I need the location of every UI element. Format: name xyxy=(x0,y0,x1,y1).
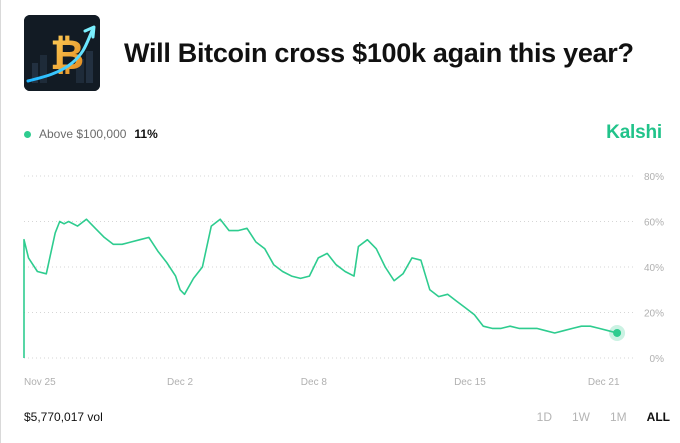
x-tick-label: Nov 25 xyxy=(24,377,56,388)
current-value-point[interactable] xyxy=(613,328,622,337)
x-tick-label: Dec 8 xyxy=(301,377,328,388)
y-tick-label: 0% xyxy=(650,354,665,365)
y-tick-label: 60% xyxy=(644,218,664,229)
bitcoin-growth-icon: ₿ xyxy=(24,15,100,91)
chart-footer: $5,770,017 vol 1D 1W 1M ALL xyxy=(24,410,670,424)
x-tick-label: Dec 15 xyxy=(454,377,486,388)
time-range-selector: 1D 1W 1M ALL xyxy=(517,410,670,424)
range-all-button[interactable]: ALL xyxy=(646,410,670,424)
legend-dot-icon xyxy=(24,130,31,138)
range-1m-button[interactable]: 1M xyxy=(610,410,627,424)
x-tick-label: Dec 2 xyxy=(167,377,194,388)
chart-legend: Above $100,000 11% xyxy=(24,127,158,141)
range-1d-button[interactable]: 1D xyxy=(536,410,552,424)
legend-value: 11% xyxy=(134,127,158,141)
window-left-border xyxy=(0,0,1,443)
market-header: ₿ Will Bitcoin cross $100k again this ye… xyxy=(24,14,634,92)
y-tick-label: 20% xyxy=(644,309,664,320)
series-line-above-100000 xyxy=(23,218,618,358)
legend-label: Above $100,000 xyxy=(39,127,127,141)
probability-chart[interactable]: 80% 60% 40% 20% 0% Nov 25 Dec 2 Dec 8 Dec 15 Dec … xyxy=(0,160,680,392)
market-thumbnail-graphic: ₿ xyxy=(24,15,100,91)
kalshi-logo[interactable]: Kalshi xyxy=(606,122,662,143)
y-tick-label: 80% xyxy=(644,172,664,183)
market-title: Will Bitcoin cross $100k again this year… xyxy=(124,37,634,68)
x-tick-label: Dec 21 xyxy=(588,377,620,388)
volume-label: $5,770,017 vol xyxy=(24,410,103,424)
y-tick-label: 40% xyxy=(644,263,664,274)
range-1w-button[interactable]: 1W xyxy=(572,410,590,424)
